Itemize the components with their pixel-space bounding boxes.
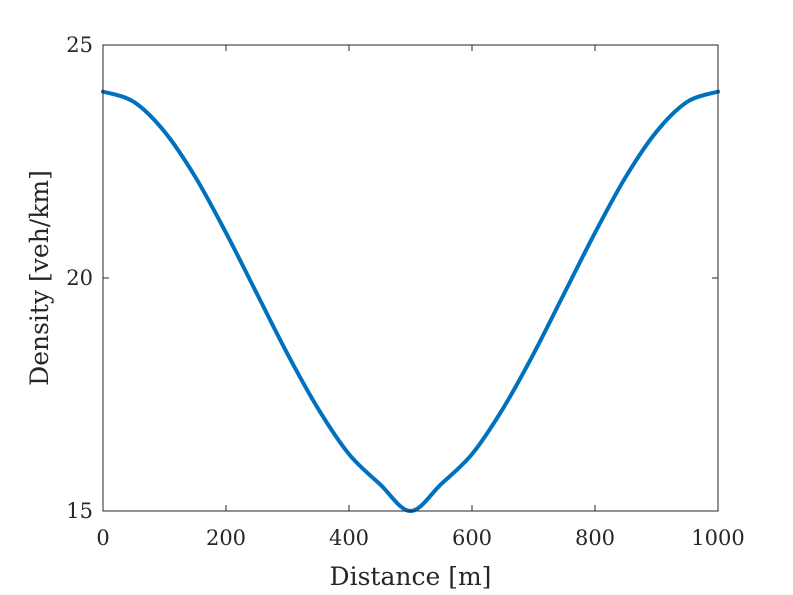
- y-axis-label: Density [veh/km]: [25, 170, 54, 386]
- x-tick-label: 600: [452, 526, 492, 550]
- x-tick-label: 800: [575, 526, 615, 550]
- y-tick-label: 25: [66, 33, 93, 57]
- plot-background: [103, 45, 718, 511]
- y-tick-label: 20: [66, 266, 93, 290]
- x-tick-label: 400: [329, 526, 369, 550]
- y-tick-label: 15: [66, 499, 93, 523]
- x-tick-label: 1000: [691, 526, 744, 550]
- x-tick-label: 200: [206, 526, 246, 550]
- tick-layer: 0 200 400 600 800 1000 15 20 25: [66, 33, 744, 550]
- x-axis-label: Distance [m]: [330, 562, 492, 591]
- x-tick-label: 0: [96, 526, 109, 550]
